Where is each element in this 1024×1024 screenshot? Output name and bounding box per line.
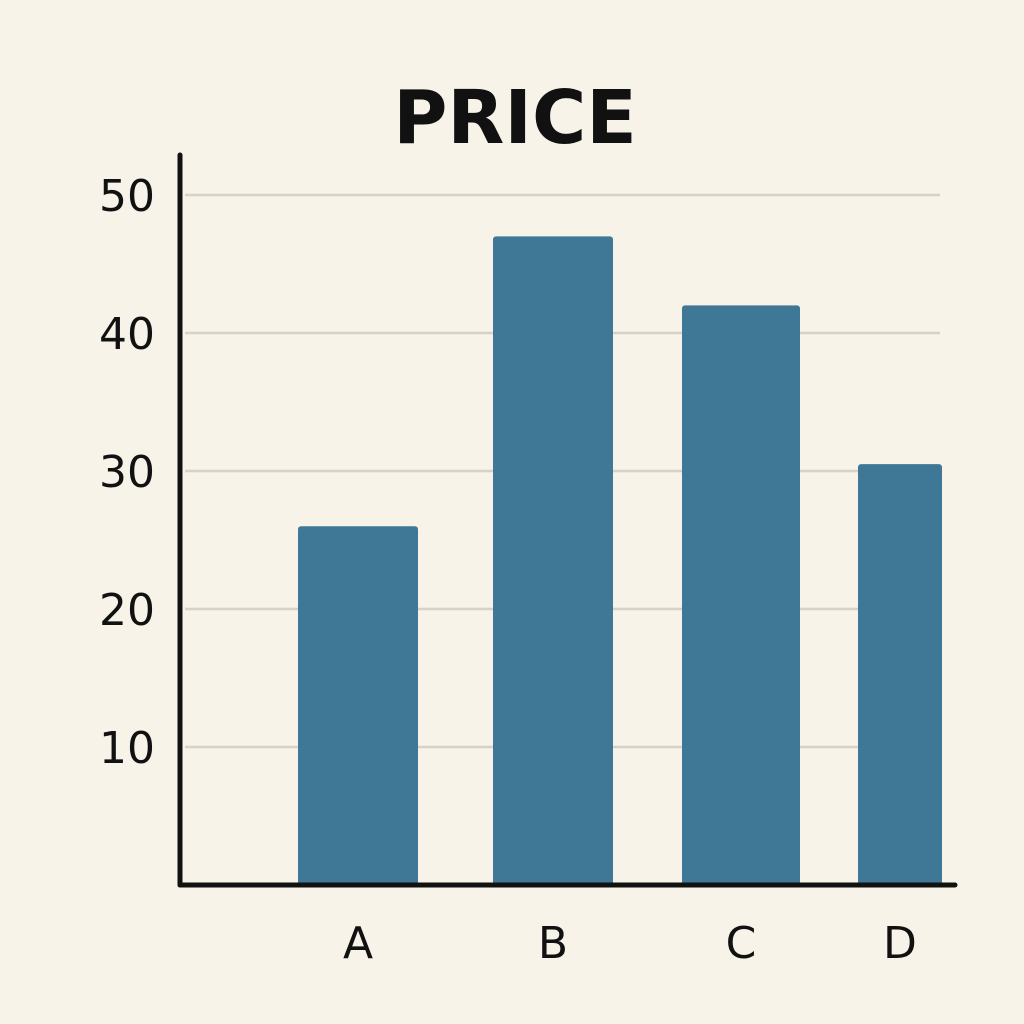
y-tick-label: 20 <box>99 585 155 636</box>
y-tick-label: 10 <box>99 723 155 774</box>
x-category-label: A <box>343 918 373 969</box>
x-category-label: C <box>726 918 757 969</box>
y-tick-label: 50 <box>99 171 155 222</box>
bar-D <box>858 464 942 885</box>
y-tick-label: 30 <box>99 447 155 498</box>
x-category-labels: A B C D <box>343 918 917 969</box>
bar-C <box>682 305 800 885</box>
bar-A <box>298 526 418 885</box>
bar-B <box>493 236 613 885</box>
y-tick-label: 40 <box>99 309 155 360</box>
y-tick-labels: 10 20 30 40 50 <box>99 171 155 774</box>
x-category-label: B <box>538 918 568 969</box>
chart-title: PRICE <box>393 75 637 161</box>
bars <box>298 236 942 885</box>
x-category-label: D <box>883 918 917 969</box>
